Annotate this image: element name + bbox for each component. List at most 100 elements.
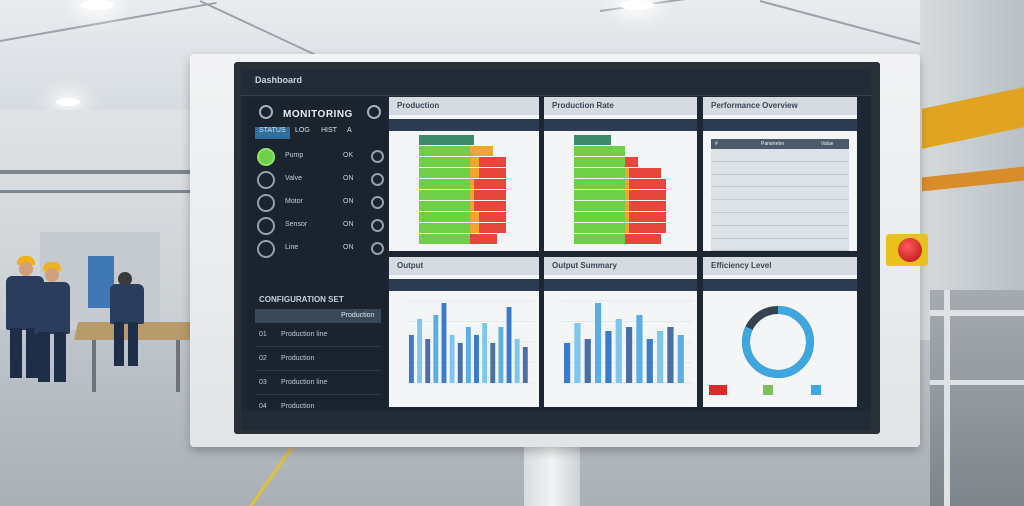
bar [465, 327, 471, 383]
hbar-row [574, 146, 666, 156]
hbar-row [574, 223, 666, 233]
hbar-row [419, 234, 511, 244]
power-toggle-icon[interactable] [371, 219, 384, 232]
hbar-chart [574, 135, 666, 245]
status-row[interactable]: Sensor ON [255, 216, 384, 236]
bar [615, 319, 622, 383]
bar [449, 335, 455, 383]
bar [498, 327, 504, 383]
hbar-segment [474, 190, 507, 200]
power-toggle-icon[interactable] [371, 242, 384, 255]
dashboard-screen: Dashboard MONITORING STATUS LOG HIST A P… [241, 69, 871, 430]
hbar-segment [574, 234, 625, 244]
table-row[interactable] [711, 239, 849, 252]
hbar-segment [624, 201, 630, 211]
table-header: Production [255, 309, 381, 323]
hbar-segment [419, 190, 470, 200]
table-row[interactable] [711, 213, 849, 226]
table-row[interactable]: 03 Production line [255, 371, 381, 395]
wall-pipe [0, 170, 190, 174]
hbar-segment [419, 223, 470, 233]
hbar-segment [574, 157, 625, 167]
hbar-segment [469, 234, 498, 244]
table-row[interactable] [711, 226, 849, 239]
hbar-segment [419, 212, 470, 222]
status-row[interactable]: Motor ON [255, 193, 384, 213]
bar [522, 347, 528, 383]
hbar-row [419, 135, 511, 145]
hbar-segment [478, 212, 507, 222]
hbar-row [419, 179, 511, 189]
bar [482, 323, 488, 383]
tab-hist[interactable]: HIST [321, 127, 337, 134]
panel-title: Production Rate [552, 101, 614, 110]
tab-status[interactable]: STATUS [255, 127, 290, 139]
hbar-row [419, 157, 511, 167]
bar [595, 303, 602, 383]
power-toggle-icon[interactable] [371, 150, 384, 163]
power-toggle-icon[interactable] [371, 196, 384, 209]
bar [433, 315, 439, 383]
hbar-segment [624, 223, 630, 233]
table-row[interactable] [711, 149, 849, 162]
table-row[interactable] [711, 175, 849, 188]
hbar-row [419, 201, 511, 211]
hbar-segment [624, 234, 662, 244]
table-row[interactable] [711, 187, 849, 201]
status-value: ON [343, 221, 354, 228]
left-panel-tabs: STATUS LOG HIST A [255, 127, 379, 139]
dashboard-title: Dashboard [255, 75, 303, 85]
status-label: Pump [285, 152, 304, 159]
status-row[interactable]: Valve ON [255, 170, 384, 190]
hbar-segment [469, 190, 475, 200]
power-toggle-icon[interactable] [371, 173, 384, 186]
workbench-leg [176, 340, 180, 392]
bar [457, 343, 463, 383]
bar [574, 323, 581, 383]
status-value: ON [343, 244, 354, 251]
legend-chip-red [709, 385, 727, 395]
hbar-segment [478, 168, 507, 178]
status-indicator-icon [257, 217, 275, 235]
table-row[interactable]: 01 Production line [255, 323, 381, 347]
ceiling-light [620, 0, 654, 10]
panel-title: Output [397, 261, 424, 270]
hbar-segment [574, 146, 625, 156]
status-row[interactable]: Pump OK [255, 147, 384, 167]
hbar-segment [629, 201, 666, 211]
bar [506, 307, 512, 383]
hbar-segment [419, 201, 470, 211]
emergency-stop-button[interactable] [898, 238, 922, 262]
hbar-segment [574, 168, 625, 178]
panel-performance: Performance Overview # Parameter Value [703, 97, 857, 252]
bar [417, 319, 423, 383]
hbar-segment [419, 234, 470, 244]
config-table: Production 01 Production line 02 Production… [255, 309, 381, 419]
workbench-leg [92, 340, 96, 392]
bar [514, 339, 520, 383]
vbar-chart [562, 300, 692, 384]
panel-title: Efficiency Level [711, 261, 772, 270]
status-indicator-icon [257, 148, 275, 166]
tab-a[interactable]: A [347, 127, 352, 134]
status-row[interactable]: Line ON [255, 239, 384, 259]
legend-chip-blue [811, 385, 821, 395]
bar [626, 327, 633, 383]
hbar-chart [419, 135, 511, 245]
hbar-segment [629, 179, 666, 189]
machine-cabinet [88, 256, 114, 308]
table-row[interactable] [711, 200, 849, 213]
settings-icon[interactable] [367, 105, 381, 119]
hbar-segment [629, 212, 666, 222]
tab-log[interactable]: LOG [295, 127, 310, 134]
dashboard-topbar: Dashboard [241, 69, 871, 96]
power-icon[interactable] [259, 105, 273, 119]
hbar-segment [624, 190, 630, 200]
hbar-segment [474, 179, 507, 189]
table-row[interactable] [711, 162, 849, 175]
donut-value-arc [742, 306, 814, 378]
table-row[interactable]: 02 Production [255, 347, 381, 371]
hbar-segment [419, 146, 470, 156]
hbar-segment [419, 168, 470, 178]
bar [425, 339, 431, 383]
